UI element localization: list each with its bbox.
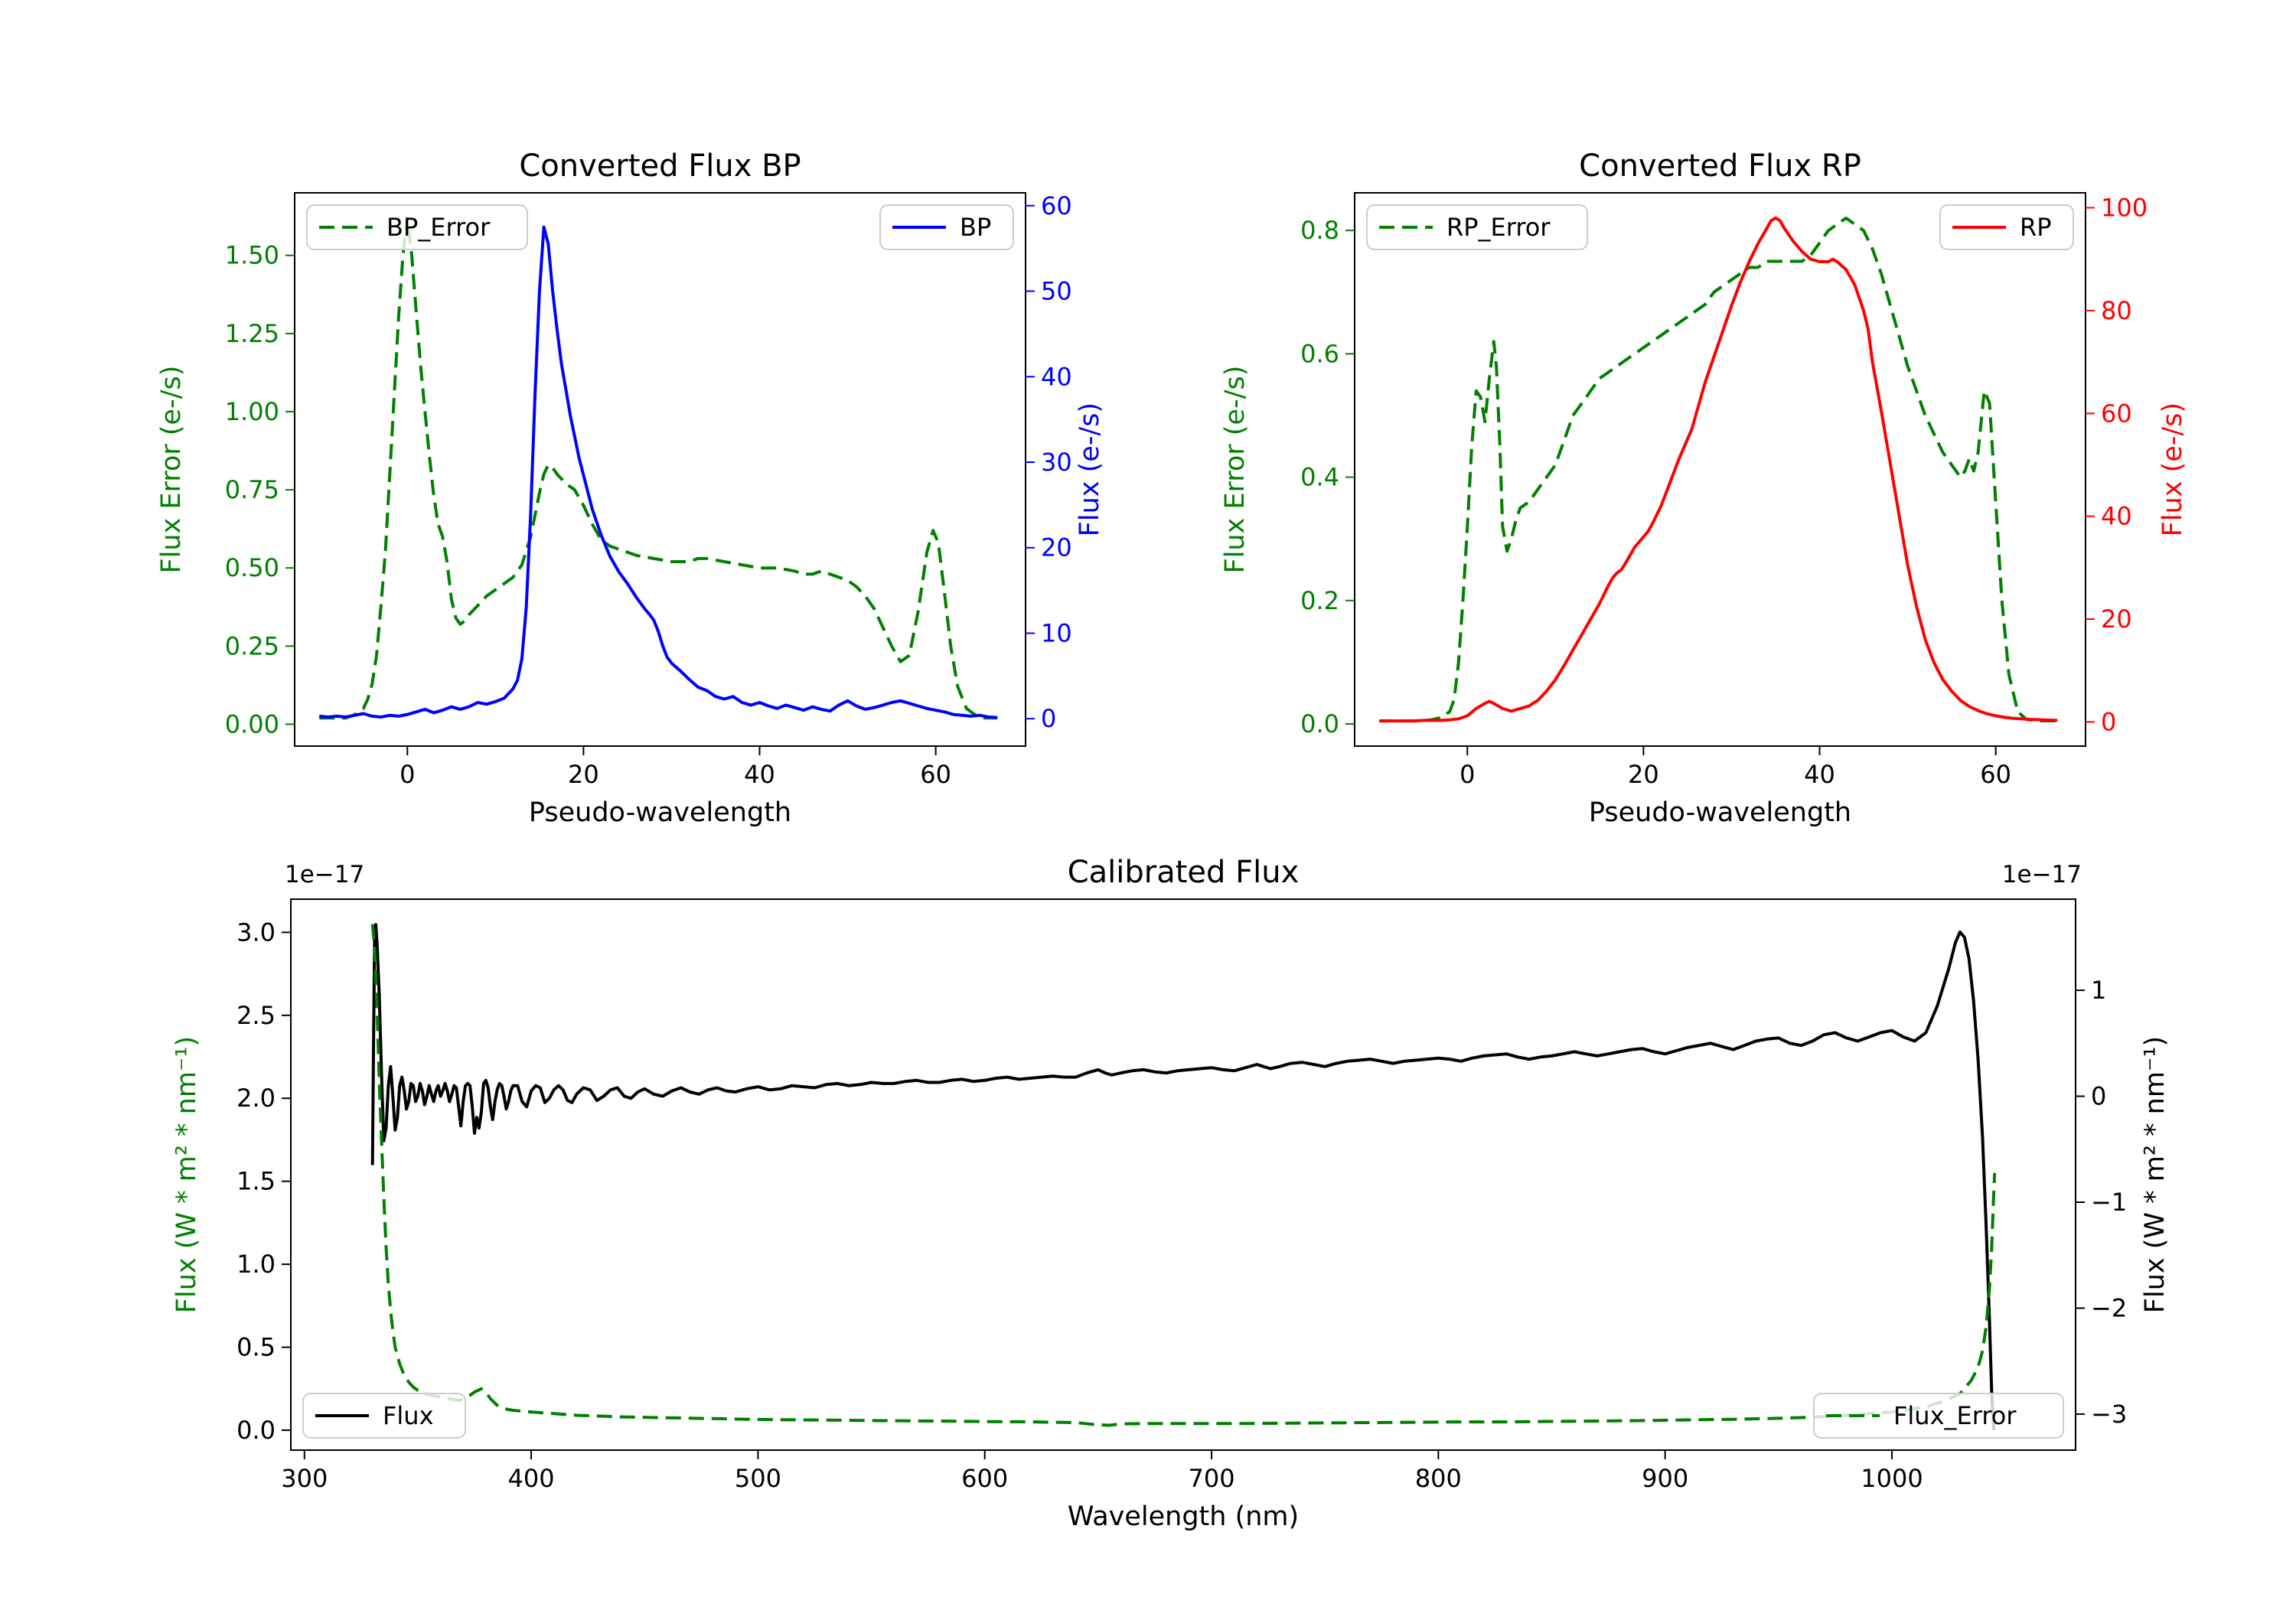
y-axis-label-right: Flux (W * m² * nm⁻¹) xyxy=(2140,1036,2170,1313)
legend-box xyxy=(302,1393,466,1439)
y-tick-label-left: 0.00 xyxy=(225,709,279,738)
chart-title: Converted Flux BP xyxy=(519,148,801,184)
y-tick-label-left: 1.25 xyxy=(225,319,279,348)
y-tick-label-right: 20 xyxy=(2101,605,2132,634)
legend-bp: BP xyxy=(879,204,1014,250)
x-tick-label: 900 xyxy=(1642,1464,1688,1493)
legend-rp_error: RP_Error xyxy=(1366,204,1588,250)
y-tick-label-left: 0.8 xyxy=(1300,216,1339,245)
bp-chart: 0 20 40 60 0.00 0.25 0.50 0.75 1.00 1.25 1.50 0 10 20… xyxy=(156,148,1105,828)
series-rp_error xyxy=(1379,217,2058,722)
y-tick-label-left: 0.4 xyxy=(1300,463,1339,492)
y-tick-label-left: 3.0 xyxy=(236,918,276,947)
calibrated-chart: 300 400 500 600 700 800 900 1000 0.0 0.5 1.0 1.5 2.0… xyxy=(171,855,2170,1532)
y-tick-label-right: 0 xyxy=(1041,704,1056,733)
series-bp_error xyxy=(319,216,998,720)
legend-box xyxy=(306,204,528,250)
series-rp xyxy=(1379,216,2058,723)
legend-label: Flux xyxy=(383,1401,434,1430)
y-tick-label-right: 0 xyxy=(2101,707,2116,736)
legend-label: Flux_Error xyxy=(1893,1401,2017,1430)
y-tick-label-right: 1 xyxy=(2091,976,2106,1005)
y-tick-label-right: 40 xyxy=(2101,502,2132,531)
x-tick-label: 20 xyxy=(1628,760,1659,789)
y-tick-label-right: 20 xyxy=(1041,533,1072,562)
series-flux_error xyxy=(370,924,1997,1427)
y-tick-label-left: 1.5 xyxy=(236,1167,276,1196)
x-tick-label: 60 xyxy=(920,760,951,789)
y-axis-label-right: Flux (e-/s) xyxy=(2157,403,2188,536)
chart-title: Calibrated Flux xyxy=(1068,855,1300,890)
x-tick-label: 40 xyxy=(744,760,775,789)
x-tick-label: 300 xyxy=(281,1464,328,1493)
axes-frame xyxy=(1354,192,2086,747)
x-tick-label: 1000 xyxy=(1861,1464,1923,1493)
legend-box xyxy=(879,204,1014,250)
y-tick-label-left: 0.25 xyxy=(225,631,279,660)
y-tick-label-left: 0.0 xyxy=(236,1416,276,1445)
y-tick-label-right: 60 xyxy=(2101,399,2132,428)
y-axis-label-right: Flux (e-/s) xyxy=(1075,403,1105,536)
x-axis-label: Wavelength (nm) xyxy=(1068,1501,1299,1532)
x-tick-label: 400 xyxy=(508,1464,555,1493)
y-tick-label-left: 0.6 xyxy=(1300,339,1339,368)
y-tick-label-left: 2.5 xyxy=(236,1001,276,1030)
x-tick-label: 800 xyxy=(1415,1464,1462,1493)
chart-title: Converted Flux RP xyxy=(1579,148,1861,184)
y-tick-label-left: 0.2 xyxy=(1300,586,1339,615)
legend-box xyxy=(1939,204,2074,250)
y-tick-label-right: 0 xyxy=(2091,1082,2106,1111)
y-tick-label-right: 10 xyxy=(1041,618,1072,647)
y-tick-label-left: 0.50 xyxy=(225,553,279,582)
legend-label: RP_Error xyxy=(1446,213,1551,242)
x-tick-label: 20 xyxy=(568,760,599,789)
y-tick-label-left: 1.50 xyxy=(225,241,279,270)
x-tick-label: 700 xyxy=(1189,1464,1235,1493)
rp-chart: 0 20 40 60 0.0 0.2 0.4 0.6 0.8 0 20 40 60 80 100 Conver… xyxy=(1220,148,2188,828)
y-tick-label-right: −1 xyxy=(2091,1188,2127,1217)
legend-flux_error: Flux_Error xyxy=(1813,1393,2064,1439)
x-tick-label: 40 xyxy=(1804,760,1835,789)
axes-frame xyxy=(294,192,1026,747)
y-tick-label-right: 40 xyxy=(1041,362,1072,391)
y-tick-label-right: 100 xyxy=(2101,193,2148,222)
y-tick-label-left: 0.5 xyxy=(236,1333,276,1362)
y-tick-label-left: 2.0 xyxy=(236,1084,276,1113)
x-axis-label: Pseudo-wavelength xyxy=(1589,797,1851,828)
y-tick-label-left: 1.00 xyxy=(225,397,279,426)
y-tick-label-left: 0.0 xyxy=(1300,709,1339,738)
y-tick-label-left: 0.75 xyxy=(225,475,279,504)
y-axis-label-left: Flux Error (e-/s) xyxy=(156,366,187,574)
y-tick-label-right: 50 xyxy=(1041,277,1072,306)
x-axis-label: Pseudo-wavelength xyxy=(529,797,791,828)
x-tick-label: 0 xyxy=(400,760,415,789)
legend-box xyxy=(1366,204,1588,250)
x-tick-label: 0 xyxy=(1459,760,1475,789)
y-tick-label-right: 60 xyxy=(1041,191,1072,220)
offset-text-right: 1e−17 xyxy=(2002,861,2082,888)
legend-flux: Flux xyxy=(302,1393,466,1439)
legend-label: RP xyxy=(2020,213,2052,242)
legend-rp: RP xyxy=(1939,204,2074,250)
x-tick-label: 600 xyxy=(961,1464,1008,1493)
legend-bp_error: BP_Error xyxy=(306,204,528,250)
y-tick-label-right: −2 xyxy=(2091,1293,2127,1322)
legend-box xyxy=(1813,1393,2064,1439)
y-tick-label-right: 30 xyxy=(1041,448,1072,477)
y-tick-label-left: 1.0 xyxy=(236,1250,276,1279)
x-tick-label: 500 xyxy=(735,1464,781,1493)
y-tick-label-right: −3 xyxy=(2091,1400,2127,1429)
y-tick-label-right: 80 xyxy=(2101,296,2132,325)
series-bp xyxy=(319,225,998,719)
x-tick-label: 60 xyxy=(1980,760,2011,789)
legend-label: BP xyxy=(960,213,991,242)
series-flux xyxy=(370,923,1996,1430)
legend-label: BP_Error xyxy=(386,213,491,242)
y-axis-label-left: Flux Error (e-/s) xyxy=(1220,366,1251,574)
axes-frame xyxy=(290,898,2076,1451)
offset-text-left: 1e−17 xyxy=(285,861,364,888)
y-axis-label-left: Flux (W * m² * nm⁻¹) xyxy=(171,1036,202,1313)
